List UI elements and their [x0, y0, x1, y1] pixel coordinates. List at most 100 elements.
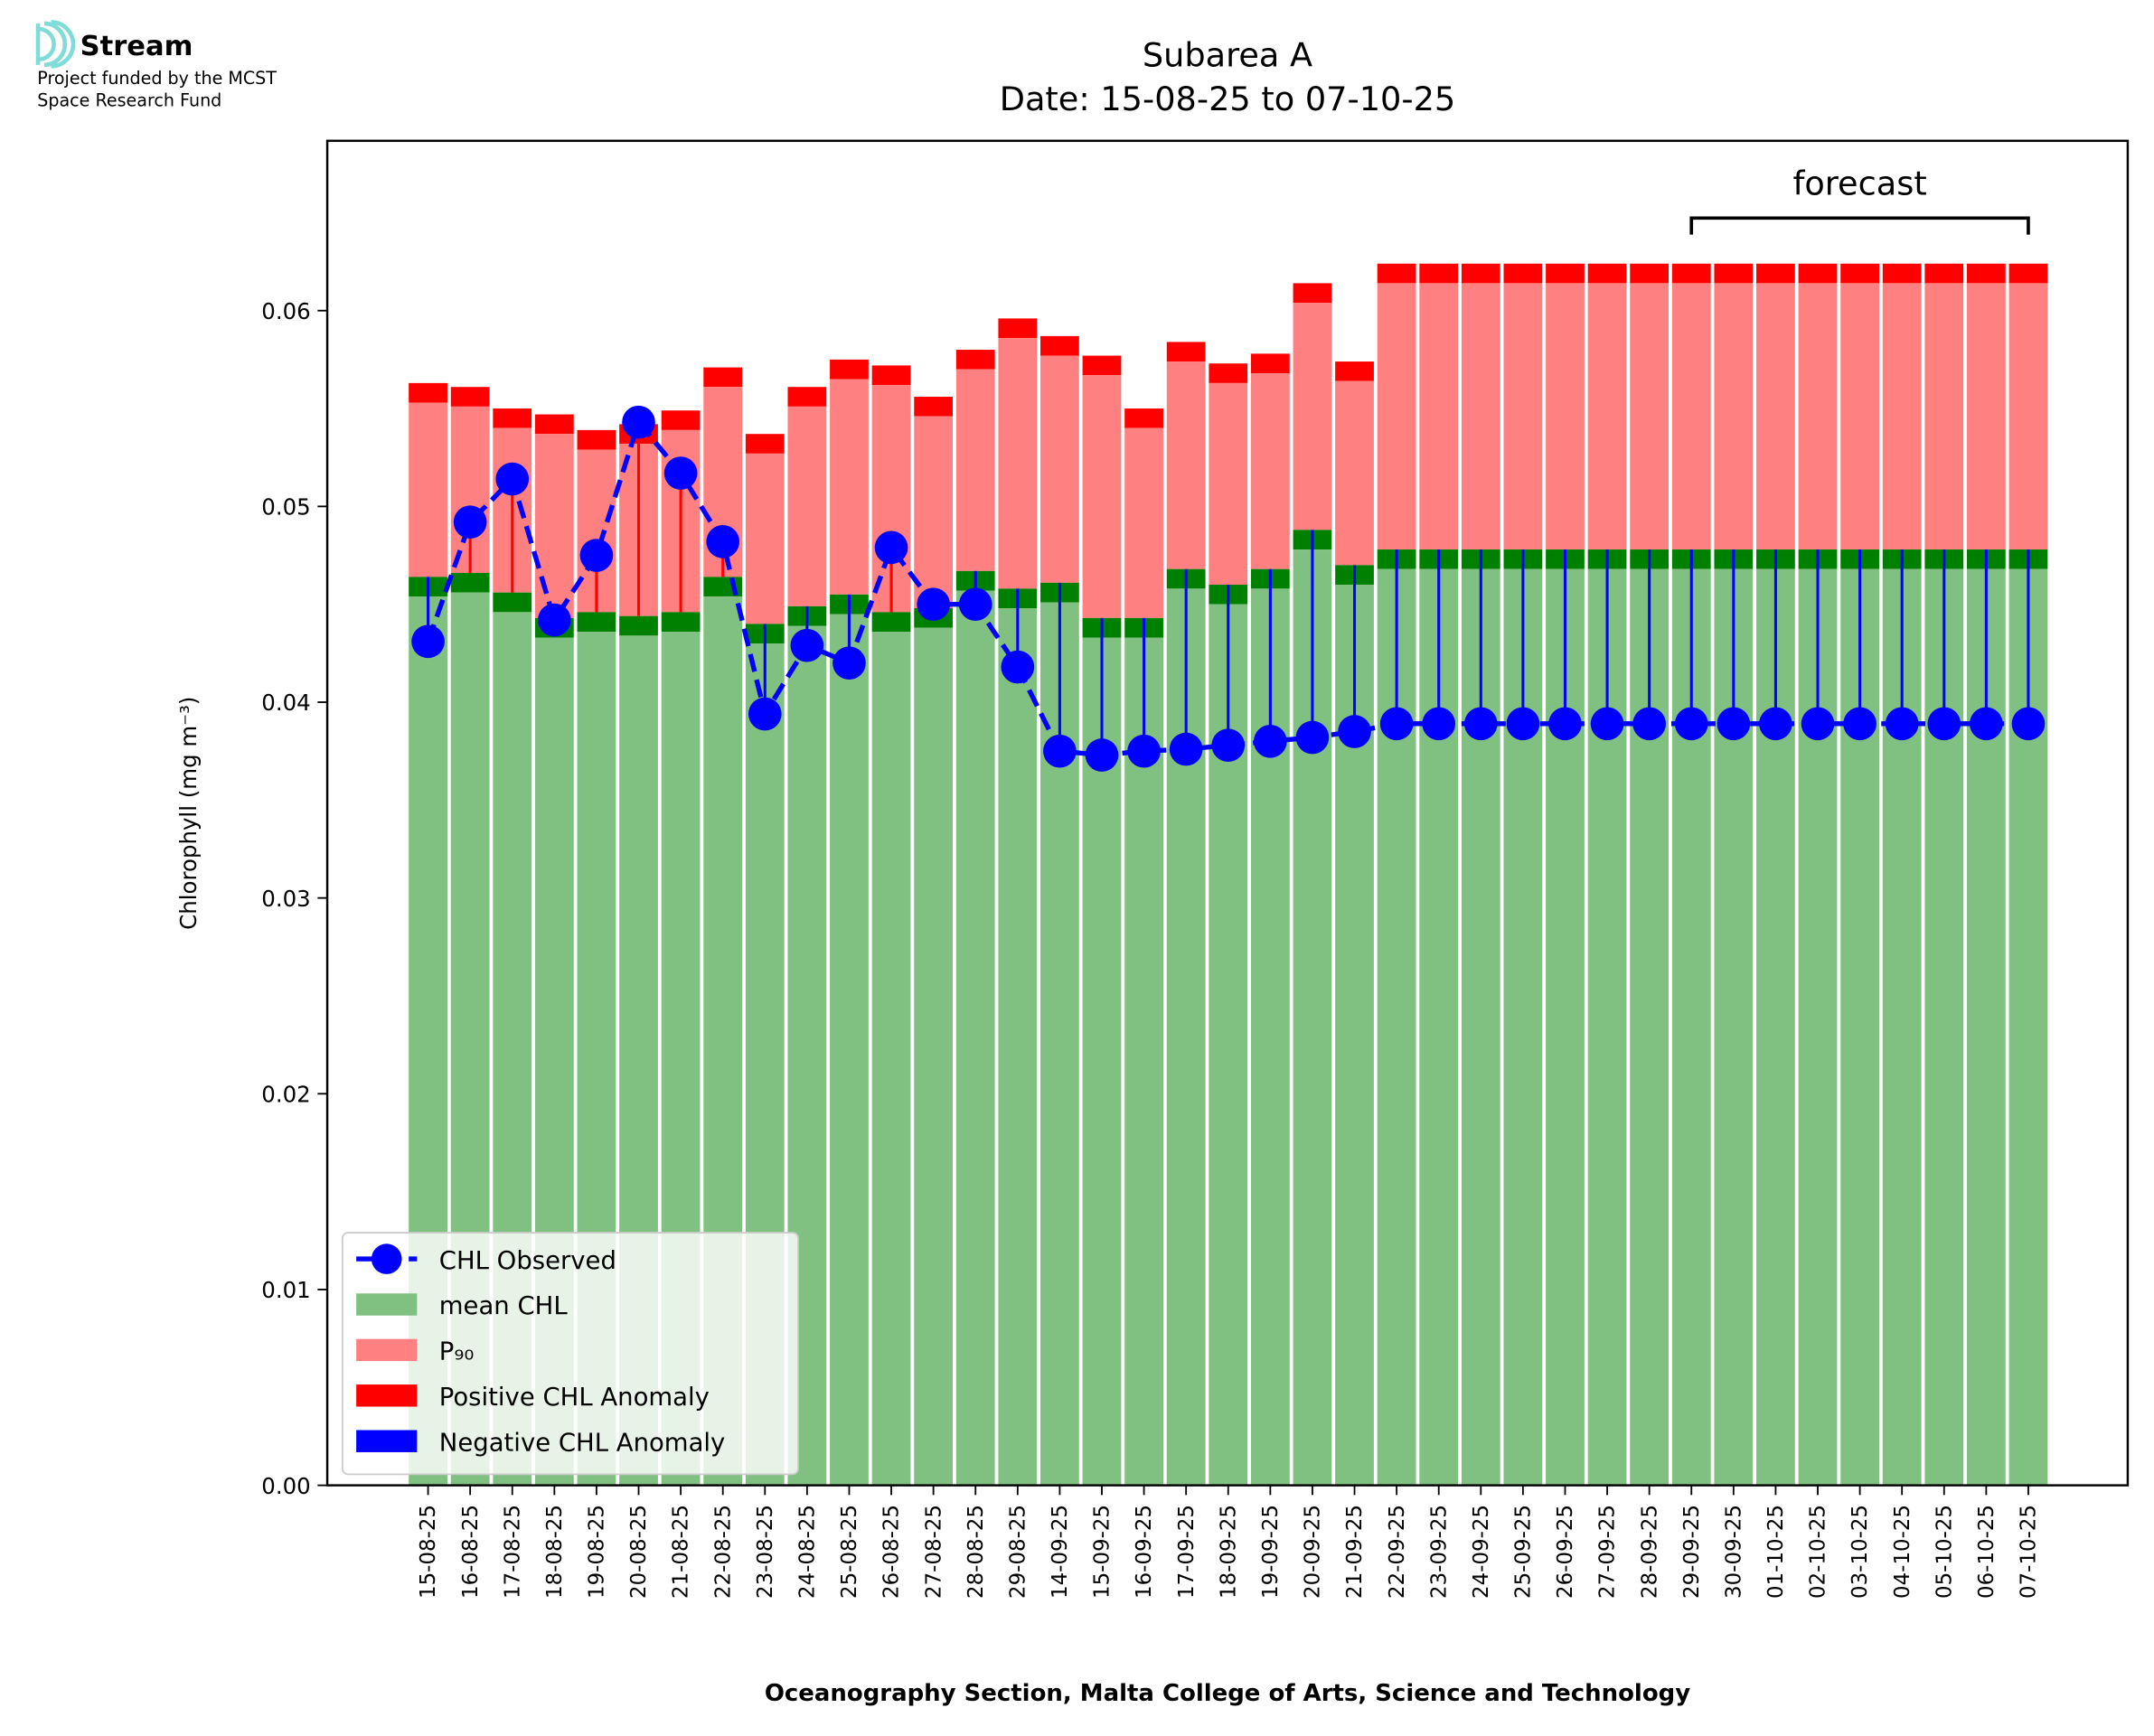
mean-bar — [998, 608, 1038, 1486]
observed-point — [1927, 707, 1961, 741]
logo: Stream Project funded by the MCST Space … — [35, 20, 277, 111]
observed-point — [1759, 707, 1792, 741]
x-tick-label: 26-09-25 — [1554, 1505, 1577, 1599]
p90-bar — [1166, 361, 1206, 569]
y-tick-label: 0.05 — [261, 494, 310, 521]
p90-band-bar — [493, 408, 532, 428]
observed-point — [1379, 707, 1414, 741]
y-tick-label: 0.04 — [261, 690, 310, 716]
legend: CHL Observed mean CHL P₉₀ Positive CHL Anom… — [341, 1232, 799, 1476]
p90-bar — [1798, 283, 1838, 550]
forecast-annotation: forecast — [1689, 164, 2030, 235]
mean-band-bar — [577, 612, 616, 633]
mean-bar — [830, 614, 869, 1486]
legend-swatch — [356, 1384, 418, 1407]
mean-bar — [955, 590, 995, 1486]
x-tick-label: 24-08-25 — [796, 1505, 820, 1599]
p90-band-bar — [1250, 353, 1290, 374]
p90-band-bar — [1209, 363, 1248, 383]
x-tick-label: 07-10-25 — [2018, 1505, 2041, 1599]
p90-band-bar — [1166, 342, 1206, 362]
observed-point — [748, 697, 782, 731]
observed-point — [1590, 707, 1624, 741]
observed-point — [1127, 734, 1161, 768]
observed-point — [1169, 732, 1203, 766]
p90-bar — [1419, 283, 1459, 550]
x-tick-label: 15-08-25 — [417, 1505, 440, 1599]
p90-bar — [914, 416, 954, 609]
p90-bar — [1209, 382, 1248, 586]
p90-band-bar — [1503, 263, 1543, 284]
x-tick-label: 19-08-25 — [586, 1505, 609, 1599]
legend-label: P₉₀ — [439, 1337, 475, 1366]
observed-point — [1295, 720, 1330, 755]
x-tick-label: 28-08-25 — [964, 1505, 988, 1599]
observed-point — [495, 462, 530, 496]
p90-band-bar — [914, 397, 954, 417]
x-tick-label: 01-10-25 — [1764, 1505, 1788, 1599]
mean-band-bar — [619, 615, 658, 636]
p90-band-bar — [871, 365, 911, 386]
x-axis-label: Oceanography Section, Malta College of A… — [765, 1680, 1690, 1707]
observed-point — [1001, 650, 1035, 684]
p90-band-bar — [1630, 263, 1670, 284]
observed-point — [1506, 707, 1540, 741]
mean-bar — [914, 627, 954, 1486]
p90-band-bar — [577, 429, 616, 450]
logo-funding-line1: Project funded by the MCST — [37, 68, 277, 89]
p90-bar — [955, 369, 995, 571]
p90-bar — [1040, 355, 1079, 583]
mean-bar — [1124, 637, 1163, 1486]
legend-swatch — [356, 1338, 418, 1362]
p90-band-bar — [1798, 263, 1838, 284]
p90-band-bar — [1124, 408, 1163, 428]
p90-band-bar — [1335, 361, 1374, 381]
x-tick-label: 27-08-25 — [922, 1505, 945, 1599]
p90-bar — [1250, 373, 1290, 569]
x-tick-label: 25-08-25 — [838, 1505, 861, 1599]
p90-bar — [1966, 283, 2006, 550]
p90-band-bar — [661, 410, 701, 430]
x-tick-label: 29-09-25 — [1680, 1505, 1704, 1599]
observed-point — [790, 628, 824, 662]
mean-band-bar — [661, 612, 701, 633]
p90-band-bar — [450, 387, 490, 407]
x-tick-label: 20-09-25 — [1302, 1505, 1325, 1599]
p90-bar — [1335, 380, 1374, 566]
p90-bar — [1714, 283, 1754, 550]
x-tick-label: 23-09-25 — [1427, 1505, 1451, 1599]
x-tick-label: 24-09-25 — [1470, 1505, 1493, 1599]
chart-title: Subarea A — [1143, 35, 1312, 74]
observed-point — [538, 603, 571, 637]
x-tick-label: 03-10-25 — [1848, 1505, 1872, 1599]
p90-bar — [534, 434, 574, 618]
p90-band-bar — [1671, 263, 1711, 284]
p90-band-bar — [1377, 263, 1416, 284]
p90-band-bar — [1966, 263, 2006, 284]
p90-bar — [1377, 283, 1416, 550]
x-tick-label: 26-08-25 — [880, 1505, 904, 1599]
p90-band-bar — [745, 434, 785, 454]
x-tick-label: 18-09-25 — [1217, 1505, 1240, 1599]
observed-point — [1338, 715, 1371, 748]
mean-bar — [871, 632, 911, 1486]
p90-band-bar — [1714, 263, 1754, 284]
x-tick-label: 04-10-25 — [1891, 1505, 1914, 1599]
x-tick-label: 29-08-25 — [1006, 1505, 1030, 1599]
p90-bar — [1671, 283, 1711, 550]
x-tick-label: 20-08-25 — [627, 1505, 651, 1599]
forecast-label: forecast — [1792, 164, 1926, 202]
legend-label: mean CHL — [439, 1291, 569, 1320]
p90-band-bar — [2008, 263, 2048, 284]
p90-band-bar — [955, 350, 995, 370]
observed-point — [622, 405, 655, 439]
observed-point — [1632, 707, 1666, 741]
p90-bar — [1924, 283, 1964, 550]
y-tick-label: 0.02 — [261, 1081, 310, 1107]
observed-point — [1717, 707, 1751, 741]
p90-bar — [1882, 283, 1922, 550]
p90-bar — [830, 379, 869, 595]
p90-bar — [1461, 283, 1500, 550]
x-tick-label: 21-08-25 — [670, 1505, 693, 1599]
